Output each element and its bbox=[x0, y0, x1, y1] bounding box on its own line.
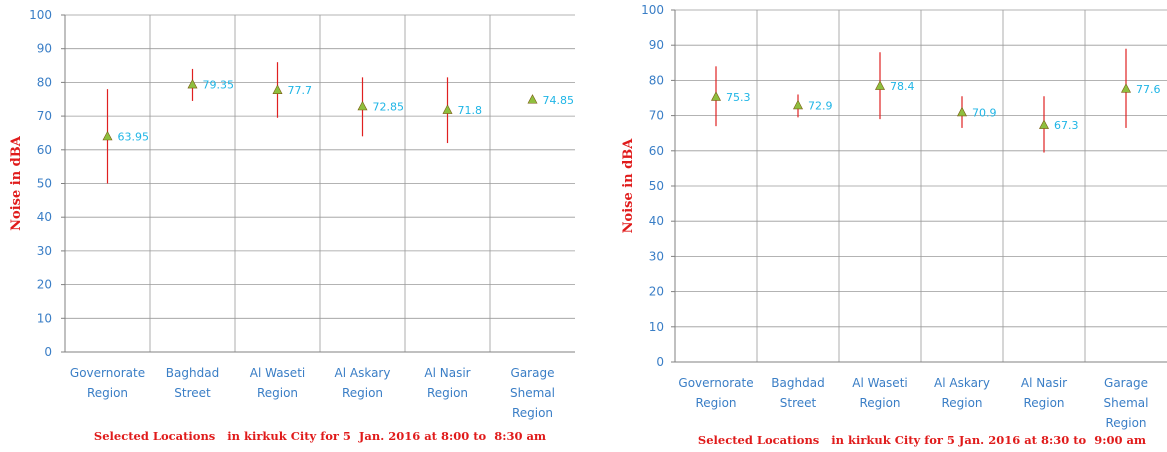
x-tick-label: Baghdad Street bbox=[771, 376, 824, 410]
x-tick-label-line: Garage bbox=[1104, 376, 1148, 390]
y-tick-label: 60 bbox=[37, 143, 52, 157]
x-tick-label-line: Baghdad bbox=[166, 366, 219, 380]
data-label: 77.7 bbox=[288, 84, 313, 97]
data-label: 63.95 bbox=[118, 130, 150, 143]
x-axis-label: Selected Locations in kirkuk City for 5 … bbox=[94, 429, 546, 443]
x-tick-label: Al Waseti Region bbox=[852, 376, 907, 410]
x-tick-label-line: Baghdad bbox=[771, 376, 824, 390]
x-tick-label-line: Region bbox=[87, 386, 128, 400]
y-tick-label: 90 bbox=[37, 42, 52, 56]
x-tick-label: Baghdad Street bbox=[166, 366, 219, 400]
y-axis-label: Noise in dBA bbox=[9, 135, 24, 231]
x-tick-label: Al Askary Region bbox=[934, 376, 990, 410]
y-tick-label: 80 bbox=[37, 75, 52, 89]
data-label: 71.8 bbox=[458, 104, 483, 117]
y-tick-label: 40 bbox=[37, 210, 52, 224]
data-point-marker bbox=[1039, 119, 1049, 129]
x-tick-label-line: Shemal bbox=[510, 386, 555, 400]
x-tick-label-line: Region bbox=[512, 406, 553, 420]
x-tick-label-line: Region bbox=[1023, 396, 1064, 410]
data-point-marker bbox=[527, 94, 538, 104]
y-tick-label: 20 bbox=[649, 285, 664, 299]
y-tick-label: 0 bbox=[656, 355, 664, 369]
x-tick-label-line: Shemal bbox=[1104, 396, 1149, 410]
data-label: 70.9 bbox=[972, 106, 997, 119]
x-tick-label-line: Al Waseti bbox=[852, 376, 907, 390]
x-tick-label-line: Garage bbox=[511, 366, 555, 380]
y-tick-label: 100 bbox=[641, 3, 664, 17]
data-label: 78.4 bbox=[890, 80, 915, 93]
data-point-marker bbox=[442, 104, 453, 114]
y-tick-label: 50 bbox=[37, 177, 52, 191]
data-point-marker bbox=[875, 80, 885, 90]
y-tick-label: 80 bbox=[649, 73, 664, 87]
x-tick-label: Governorate Region bbox=[678, 376, 753, 410]
y-tick-label: 0 bbox=[44, 345, 52, 359]
data-point-marker bbox=[187, 78, 198, 89]
x-tick-label-line: Region bbox=[859, 396, 900, 410]
x-tick-label-line: Region bbox=[1105, 416, 1146, 430]
data-label: 67.3 bbox=[1054, 119, 1079, 132]
x-tick-label-line: Region bbox=[695, 396, 736, 410]
x-tick-label-line: Al Askary bbox=[934, 376, 990, 390]
x-tick-label: Al Nasir Region bbox=[1021, 376, 1067, 410]
y-tick-label: 90 bbox=[649, 38, 664, 52]
y-tick-label: 30 bbox=[37, 244, 52, 258]
y-tick-label: 30 bbox=[649, 249, 664, 263]
x-tick-label-line: Street bbox=[780, 396, 817, 410]
x-tick-label-line: Al Nasir bbox=[1021, 376, 1067, 390]
x-tick-label-line: Region bbox=[257, 386, 298, 400]
data-label: 72.85 bbox=[373, 100, 405, 113]
y-tick-label: 70 bbox=[37, 109, 52, 123]
x-tick-label-line: Street bbox=[174, 386, 211, 400]
chart-1: 0 10 20 30 40 50 60 70 80 90 100 Governorate Region B… bbox=[9, 8, 575, 443]
data-label: 79.35 bbox=[203, 79, 235, 92]
y-tick-label: 50 bbox=[649, 179, 664, 193]
x-tick-label: Garage Shemal Region bbox=[1104, 376, 1149, 430]
y-axis-label: Noise in dBA bbox=[621, 138, 636, 234]
x-tick-label-line: Governorate bbox=[70, 366, 145, 380]
x-tick-label: Al Waseti Region bbox=[250, 366, 305, 400]
data-label: 72.9 bbox=[808, 99, 833, 112]
data-point-marker bbox=[102, 130, 113, 141]
data-point-marker bbox=[272, 84, 283, 94]
y-tick-label: 70 bbox=[649, 109, 664, 123]
data-label: 75.3 bbox=[726, 91, 751, 104]
x-tick-label-line: Al Waseti bbox=[250, 366, 305, 380]
data-point-marker bbox=[711, 91, 721, 101]
y-tick-label: 10 bbox=[649, 320, 664, 334]
data-point-marker bbox=[957, 106, 967, 117]
y-tick-label: 60 bbox=[649, 144, 664, 158]
y-tick-label: 40 bbox=[649, 214, 664, 228]
x-tick-label: Governorate Region bbox=[70, 366, 145, 400]
x-tick-label: Al Nasir Region bbox=[424, 366, 470, 400]
x-tick-label-line: Region bbox=[342, 386, 383, 400]
x-tick-label: Al Askary Region bbox=[335, 366, 391, 400]
y-tick-label: 10 bbox=[37, 311, 52, 325]
x-tick-label-line: Region bbox=[941, 396, 982, 410]
data-label: 74.85 bbox=[543, 94, 575, 107]
data-point-marker bbox=[357, 100, 368, 111]
data-label: 77.6 bbox=[1136, 83, 1161, 96]
x-tick-label-line: Governorate bbox=[678, 376, 753, 390]
x-tick-label-line: Al Nasir bbox=[424, 366, 470, 380]
x-axis-label: Selected Locations in kirkuk City for 5 … bbox=[698, 433, 1146, 447]
x-tick-label-line: Al Askary bbox=[335, 366, 391, 380]
chart-2: 0 10 20 30 40 50 60 70 80 90 100 Governorate Region B… bbox=[621, 3, 1167, 447]
data-point-marker bbox=[793, 99, 803, 110]
x-tick-label: Garage Shemal Region bbox=[510, 366, 555, 420]
x-tick-label-line: Region bbox=[427, 386, 468, 400]
y-tick-label: 20 bbox=[37, 278, 52, 292]
data-point-marker bbox=[1121, 83, 1131, 93]
y-tick-label: 100 bbox=[29, 8, 52, 22]
